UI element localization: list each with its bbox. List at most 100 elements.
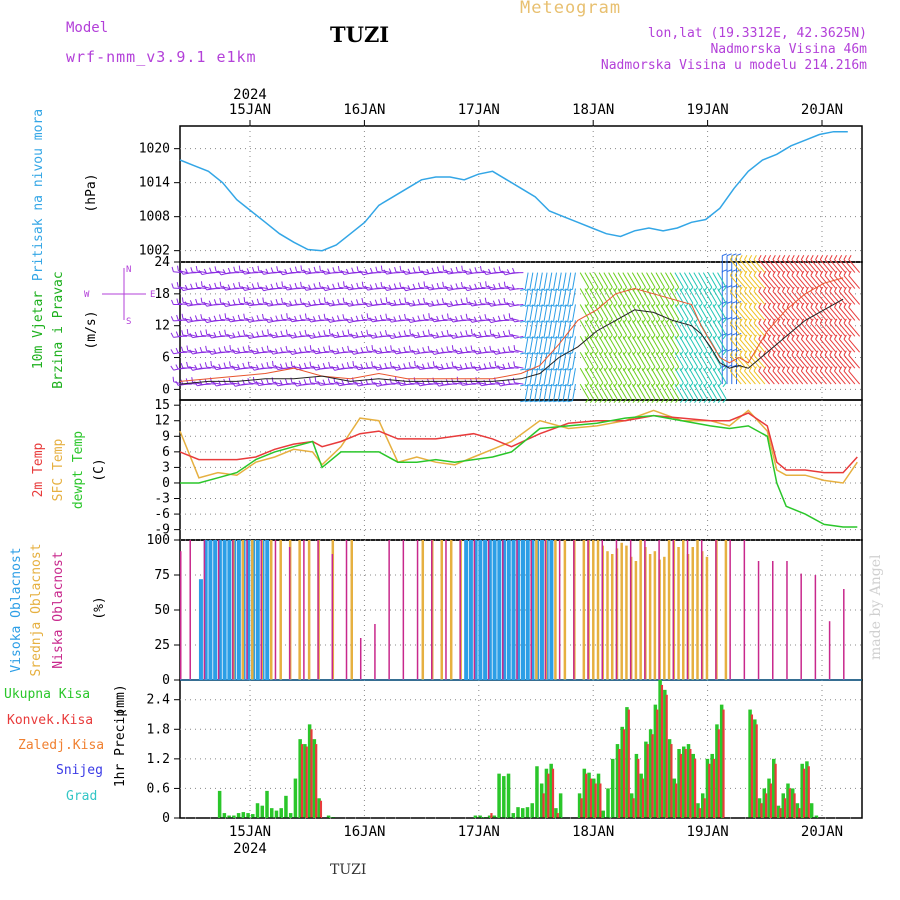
wind-barb	[372, 382, 382, 385]
total-precip-bar	[606, 788, 610, 818]
wind-barb-flag	[309, 345, 312, 351]
wind-barb-flag	[265, 285, 269, 290]
wind-barb-flag	[627, 366, 632, 372]
wind-barb	[824, 338, 837, 353]
total-precip-bar	[236, 813, 241, 818]
wind-barb	[834, 307, 846, 321]
wind-barb	[234, 271, 244, 274]
wind-barb-flag	[734, 254, 738, 260]
wind-barb-flag	[670, 318, 675, 324]
wind-barb-flag	[203, 301, 208, 307]
wind-barb-flag	[280, 314, 283, 320]
y-tick-label: 1020	[139, 142, 170, 157]
wind-barb-flag	[829, 366, 833, 372]
wind-barb	[567, 368, 572, 385]
wind-barb	[486, 302, 496, 305]
wind-barb-flag	[412, 267, 416, 273]
wind-barb	[329, 333, 339, 337]
wind-barb-flag	[379, 347, 383, 353]
wind-barb-flag	[186, 329, 189, 335]
mid-cloud-bar	[279, 540, 282, 680]
wind-barb-flag	[351, 267, 354, 273]
wind-barb-flag	[810, 270, 814, 276]
wind-barb-flag	[270, 316, 274, 322]
wind-barb-flag	[427, 345, 430, 352]
wind-barb-flag	[604, 398, 609, 404]
wind-barb	[548, 304, 553, 322]
wind-barb-flag	[594, 398, 599, 404]
wind-barb-flag	[786, 286, 790, 292]
wind-barb-flag	[323, 330, 326, 336]
wind-barb	[843, 354, 856, 369]
low-cloud-bar	[345, 540, 348, 680]
wind-barb-flag	[171, 266, 174, 272]
total-precip-bar	[691, 753, 695, 818]
low-cloud-bar	[700, 540, 703, 680]
wind-barb-flag	[265, 268, 269, 274]
wind-barb	[810, 259, 823, 273]
wind-barb-flag	[834, 334, 838, 340]
y-tick-label: 1.8	[147, 722, 170, 737]
mid-cloud-bar	[421, 540, 425, 680]
mid-cloud-bar	[592, 540, 595, 680]
wind-barb	[249, 382, 259, 385]
wind-barb-flag	[385, 329, 388, 336]
wind-barb	[315, 381, 325, 385]
wind-barb-flag	[722, 302, 727, 308]
wind-barb	[381, 302, 391, 305]
wind-barb	[782, 275, 794, 289]
wind-barb-flag	[312, 316, 316, 322]
wind-barb-flag	[558, 400, 564, 403]
wind-barb	[838, 354, 851, 369]
high-cloud-bar	[203, 540, 208, 680]
wind-barb-flag	[256, 298, 260, 304]
wind-barb	[777, 275, 789, 289]
wind-barb-flag	[748, 318, 753, 324]
wind-barb	[838, 275, 851, 289]
high-cloud-bar	[468, 540, 473, 680]
wind-barb-flag	[698, 350, 703, 356]
total-precip-bar	[274, 810, 279, 818]
wind-barb-flag	[815, 366, 819, 372]
wind-barb-flag	[708, 398, 713, 404]
wind-barb-flag	[753, 350, 757, 356]
mid-cloud-bar	[648, 554, 652, 680]
wind-barb-flag	[465, 330, 468, 336]
wind-barb-flag	[243, 313, 246, 319]
wind-barb-flag	[815, 270, 819, 276]
wind-barb-flag	[342, 297, 345, 303]
wind-barb-flag	[805, 254, 809, 260]
wind-barb-flag	[380, 265, 383, 271]
wind-barb-flag	[423, 297, 426, 303]
wind-barb-flag	[739, 334, 743, 340]
wind-barb	[272, 381, 282, 385]
wind-barb-flag	[422, 347, 425, 353]
low-cloud-bar	[203, 540, 206, 680]
wind-barb-flag	[304, 329, 307, 335]
wind-barb-flag	[539, 304, 545, 307]
wind-barb-flag	[703, 350, 708, 356]
wind-barb	[182, 351, 192, 353]
wind-barb	[819, 322, 832, 337]
wind-barb	[848, 291, 861, 305]
wind-barb-flag	[843, 350, 847, 356]
wind-barb-flag	[392, 365, 397, 371]
wind-barb-flag	[585, 334, 590, 340]
wind-barb-flag	[497, 365, 501, 370]
wind-barb	[206, 350, 216, 353]
wind-barb-flag	[246, 268, 250, 274]
wind-barb-flag	[393, 283, 397, 289]
wind-barb-flag	[298, 363, 302, 369]
wind-barb-flag	[698, 382, 703, 388]
wind-barb	[514, 288, 524, 290]
wind-barb-flag	[171, 299, 174, 305]
wind-barb-flag	[299, 331, 302, 337]
wind-barb-flag	[613, 302, 618, 308]
wind-barb-flag	[767, 334, 772, 340]
wind-barb-flag	[781, 302, 786, 308]
wind-barb-flag	[323, 313, 326, 319]
wind-barb-flag	[378, 380, 383, 386]
wind-barb	[524, 352, 529, 370]
wind-barb-flag	[428, 313, 430, 319]
wind-barb	[301, 302, 311, 305]
